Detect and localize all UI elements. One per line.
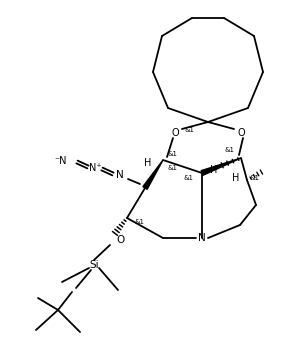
Text: &1: &1	[168, 151, 178, 157]
Text: N: N	[116, 170, 124, 180]
Text: O: O	[237, 128, 245, 138]
Text: O: O	[116, 235, 124, 245]
Text: H: H	[144, 158, 151, 168]
Text: Si: Si	[89, 260, 99, 270]
Text: &1: &1	[168, 165, 178, 171]
Text: &1: &1	[225, 147, 235, 153]
Text: &1: &1	[185, 127, 195, 133]
Text: N: N	[198, 233, 206, 243]
Text: ⁻N: ⁻N	[54, 156, 67, 166]
Text: H: H	[232, 173, 239, 183]
Text: H: H	[210, 165, 217, 175]
Text: &1: &1	[135, 219, 145, 225]
Text: &1: &1	[184, 175, 194, 181]
Text: O: O	[171, 128, 179, 138]
Text: &1: &1	[250, 175, 260, 181]
Text: N⁺: N⁺	[89, 163, 101, 173]
Polygon shape	[143, 160, 163, 189]
Polygon shape	[201, 158, 241, 175]
